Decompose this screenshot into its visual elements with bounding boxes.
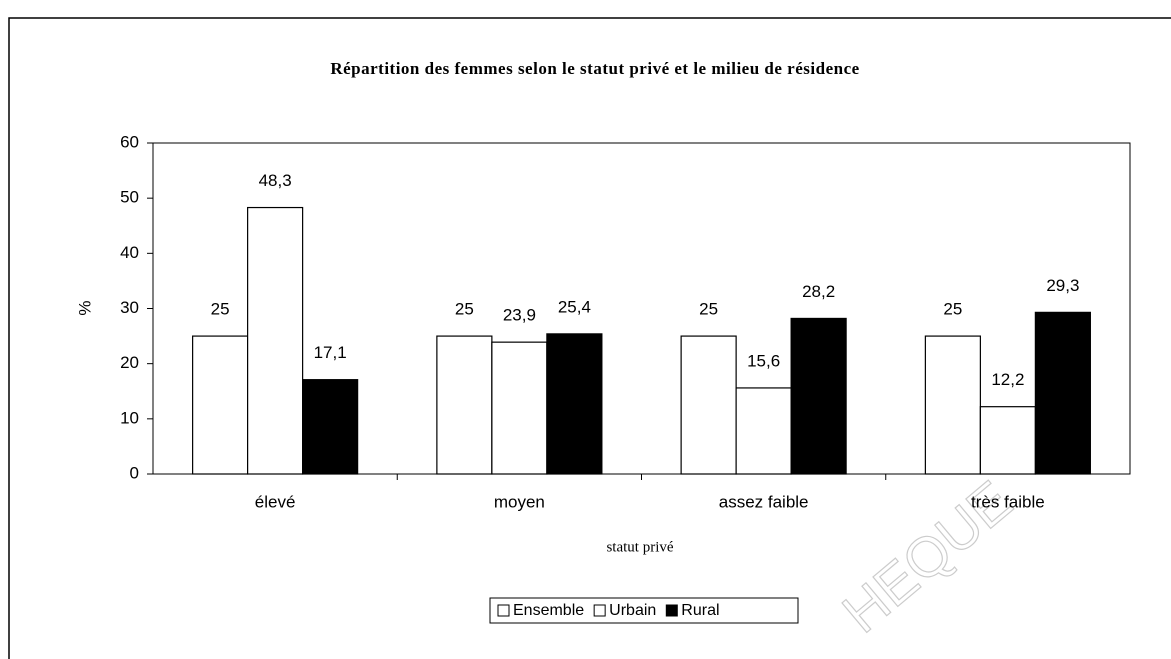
legend-swatch xyxy=(665,604,678,617)
value-label: 25,4 xyxy=(558,297,591,316)
bar xyxy=(436,335,493,475)
y-tick-label: 40 xyxy=(120,243,139,262)
bar xyxy=(546,333,603,475)
legend-label: Ensemble xyxy=(513,602,584,619)
value-label: 25 xyxy=(211,300,230,319)
frame xyxy=(8,17,1171,659)
value-label: 23,9 xyxy=(503,306,536,325)
bar xyxy=(924,335,981,475)
bar xyxy=(979,406,1036,475)
x-axis-label: statut privé xyxy=(606,539,673,555)
value-label: 29,3 xyxy=(1046,276,1079,295)
x-tick-label: moyen xyxy=(494,492,545,511)
legend-swatch xyxy=(497,604,510,617)
bar xyxy=(302,379,359,475)
value-label: 25 xyxy=(455,300,474,319)
chart-title: Répartition des femmes selon le statut p… xyxy=(330,59,859,78)
bar xyxy=(680,335,737,475)
y-tick-label: 20 xyxy=(120,353,139,372)
bar xyxy=(790,317,847,475)
value-label: 25 xyxy=(943,300,962,319)
y-tick-label: 50 xyxy=(120,188,139,207)
y-tick-label: 60 xyxy=(120,132,139,151)
value-label: 25 xyxy=(699,300,718,319)
y-tick-label: 30 xyxy=(120,298,139,317)
bar xyxy=(735,387,792,475)
legend xyxy=(489,597,799,624)
y-axis-label: % xyxy=(75,300,94,315)
value-label: 15,6 xyxy=(747,351,780,370)
x-tick-label: assez faible xyxy=(719,492,809,511)
value-label: 28,2 xyxy=(802,282,835,301)
bar xyxy=(1034,311,1091,475)
x-tick-label: élevé xyxy=(255,492,296,511)
value-label: 48,3 xyxy=(259,171,292,190)
legend-swatch xyxy=(593,604,606,617)
value-label: 12,2 xyxy=(991,370,1024,389)
y-tick-label: 10 xyxy=(120,408,139,427)
bar xyxy=(192,335,249,475)
value-label: 17,1 xyxy=(314,343,347,362)
bar xyxy=(491,341,548,475)
bar xyxy=(247,206,304,475)
x-tick-label: très faible xyxy=(971,492,1045,511)
legend-label: Rural xyxy=(681,602,719,619)
y-tick-label: 0 xyxy=(130,463,139,482)
legend-label: Urbain xyxy=(609,602,656,619)
